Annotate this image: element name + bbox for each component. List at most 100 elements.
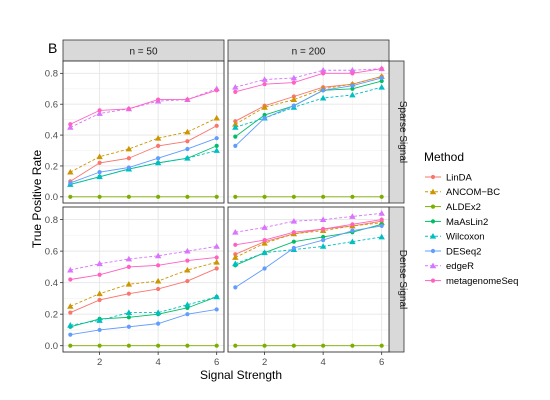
data-point-deseq2 <box>156 156 161 161</box>
data-point-linda <box>214 123 219 128</box>
data-point-edger <box>67 266 74 273</box>
data-point-aldex2 <box>291 343 296 348</box>
legend-label: ALDEx2 <box>446 202 481 213</box>
panel-border <box>227 60 390 204</box>
data-point-metagenomeseq <box>214 255 219 260</box>
legend-marker <box>430 219 436 224</box>
data-point-metagenomeseq <box>321 226 326 232</box>
series-line-deseq2 <box>235 77 382 147</box>
legend: Method LinDA ANCOM−BC ALDEx2 MaAsLin2 Wilcox… <box>424 150 518 287</box>
x-axis-title: Signal Strength <box>200 368 282 382</box>
y-tick-label: 0.4 <box>45 130 58 141</box>
data-point-aldex2 <box>214 343 219 348</box>
data-point-ancom-bc <box>96 153 103 160</box>
data-point-deseq2 <box>321 237 326 243</box>
data-point-metagenomeseq <box>233 242 238 247</box>
data-point-deseq2 <box>321 88 326 93</box>
data-point-metagenomeseq <box>291 230 296 235</box>
data-point-wilcoxon <box>349 238 356 245</box>
data-point-ancom-bc <box>125 281 133 287</box>
data-point-ancom-bc <box>67 168 74 175</box>
strip-label-sparse-signal: Sparse Signal <box>397 101 408 163</box>
data-point-aldex2 <box>291 194 296 199</box>
series-deseq2 <box>68 307 219 337</box>
data-point-ancom-bc <box>184 128 191 135</box>
data-point-metagenomeseq <box>156 263 161 268</box>
y-tick-label: 0.2 <box>45 161 58 172</box>
data-point-deseq2 <box>68 332 73 337</box>
data-point-maaslin2 <box>321 234 326 240</box>
data-point-linda <box>68 310 73 315</box>
data-point-maaslin2 <box>233 134 238 139</box>
data-point-deseq2 <box>350 228 355 233</box>
panel-background <box>63 207 224 352</box>
series-aldex2 <box>233 343 384 348</box>
y-axis-title: True Positive Rate <box>30 150 44 249</box>
data-point-aldex2 <box>156 343 161 348</box>
data-point-ancom-bc <box>184 266 191 273</box>
data-point-aldex2 <box>350 343 355 348</box>
legend-item-ancom-bc: ANCOM−BC <box>425 187 500 198</box>
facet-panels: n = 50 n = 200 Sparse Signal Dense Signal 0.… <box>45 39 408 368</box>
data-point-ancom-bc <box>154 134 162 141</box>
data-point-metagenomeseq <box>97 108 102 113</box>
legend-item-deseq2: DESeq2 <box>425 246 481 257</box>
strip-label-n-50: n = 50 <box>129 47 158 58</box>
data-point-deseq2 <box>291 245 296 251</box>
legend-label: ANCOM−BC <box>446 187 500 198</box>
data-point-ancom-bc <box>96 290 103 297</box>
data-point-ancom-bc <box>213 258 220 265</box>
data-point-metagenomeseq <box>262 82 267 87</box>
data-point-edger <box>213 243 220 249</box>
series-line-wilcoxon <box>235 86 382 128</box>
data-point-aldex2 <box>126 194 131 199</box>
y-tick-label: 0.4 <box>45 278 58 289</box>
series-line-metagenomeseq <box>70 256 217 280</box>
data-point-maaslin2 <box>214 143 219 148</box>
data-point-wilcoxon <box>96 173 103 180</box>
panel-sparse-signal-n-50: 0.0 0.2 0.4 0.6 0.8 <box>45 60 225 204</box>
strip-label-n-200: n = 200 <box>292 47 326 58</box>
series-line-metagenomeseq <box>235 68 382 93</box>
data-point-ancom-bc <box>67 303 74 309</box>
data-point-wilcoxon <box>154 159 162 166</box>
data-point-wilcoxon <box>319 94 327 101</box>
data-point-aldex2 <box>68 343 73 348</box>
series-metagenomeseq <box>233 217 384 247</box>
strip-label-dense-signal: Dense Signal <box>397 250 408 309</box>
data-point-linda <box>97 297 102 303</box>
data-point-aldex2 <box>262 343 267 348</box>
x-tick-label: 6 <box>214 357 219 368</box>
legend-item-edger: edgeR <box>425 261 474 272</box>
data-point-metagenomeseq <box>156 97 161 102</box>
legend-marker <box>430 174 436 180</box>
data-point-ancom-bc <box>261 104 268 110</box>
data-point-linda <box>185 139 190 144</box>
legend-item-metagenomeseq: metagenomeSeq <box>425 276 518 287</box>
series-line-linda <box>235 75 382 122</box>
data-point-edger <box>184 247 191 254</box>
series-line-wilcoxon <box>70 150 217 185</box>
data-point-edger <box>319 216 327 223</box>
data-point-wilcoxon <box>378 84 385 90</box>
series-edger <box>232 210 385 235</box>
panel-border <box>62 206 225 353</box>
panel-dense-signal-n-200: 2 4 6 <box>227 206 390 368</box>
series-linda <box>68 266 219 315</box>
data-point-aldex2 <box>350 194 355 199</box>
data-point-metagenomeseq <box>214 88 219 93</box>
data-point-deseq2 <box>126 324 131 329</box>
data-point-deseq2 <box>214 307 219 312</box>
data-point-linda <box>214 266 219 271</box>
legend-marker <box>430 278 436 283</box>
data-point-wilcoxon <box>184 155 191 161</box>
data-point-deseq2 <box>379 223 384 229</box>
data-point-wilcoxon <box>96 317 103 323</box>
legend-item-maaslin2: MaAsLin2 <box>425 217 488 228</box>
series-line-wilcoxon <box>235 236 382 265</box>
data-point-edger <box>290 74 298 81</box>
data-point-ancom-bc <box>232 121 239 127</box>
data-point-edger <box>290 217 298 224</box>
data-point-edger <box>261 76 268 82</box>
data-point-deseq2 <box>262 116 267 121</box>
